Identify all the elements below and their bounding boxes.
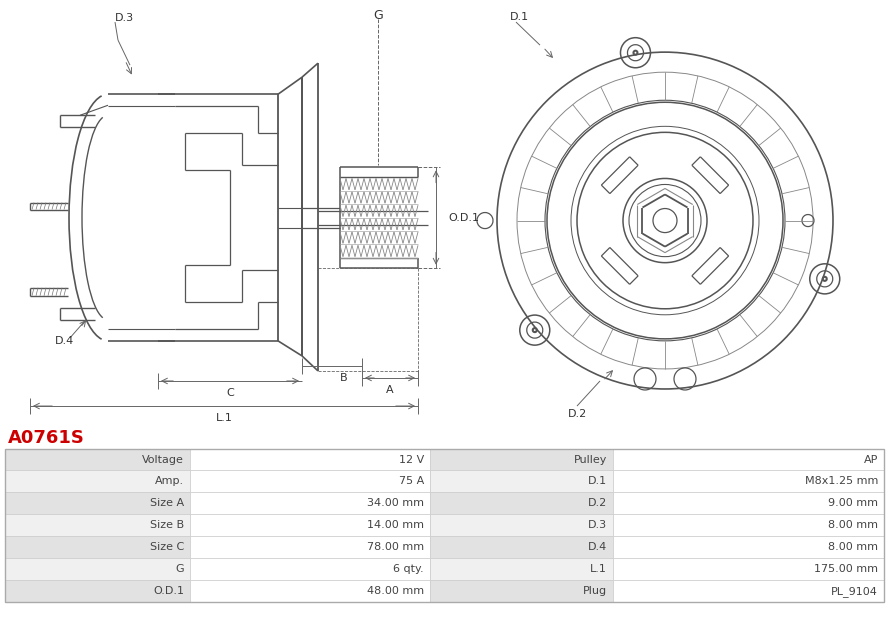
Bar [430,558,613,580]
Text: 9.00 mm: 9.00 mm [828,498,878,508]
Bar [5,558,190,580]
Bar [613,580,884,602]
Text: G: G [175,564,184,574]
Text: L.1: L.1 [590,564,607,574]
Text: D.3: D.3 [588,520,607,530]
Text: A0761S: A0761S [8,429,84,447]
Bar [190,470,430,492]
Text: D.3: D.3 [115,13,134,23]
Text: 48.00 mm: 48.00 mm [367,586,424,596]
Text: M8x1.25 mm: M8x1.25 mm [805,477,878,487]
Text: 14.00 mm: 14.00 mm [367,520,424,530]
Bar [5,449,190,470]
Bar [5,449,884,602]
Bar [190,449,430,470]
Bar [430,449,613,470]
Bar [613,515,884,536]
Text: Size B: Size B [150,520,184,530]
Text: Size C: Size C [149,542,184,552]
Bar [5,470,190,492]
Bar [613,470,884,492]
Text: 175.00 mm: 175.00 mm [814,564,878,574]
Text: G: G [373,9,383,22]
Bar [613,536,884,558]
Bar [190,492,430,515]
Bar [430,492,613,515]
Text: D.2: D.2 [588,498,607,508]
Bar [190,515,430,536]
Bar [5,536,190,558]
Text: O.D.1: O.D.1 [153,586,184,596]
Text: 34.00 mm: 34.00 mm [367,498,424,508]
Text: D.1: D.1 [588,477,607,487]
Text: Plug: Plug [583,586,607,596]
Bar [430,470,613,492]
Text: O.D.1: O.D.1 [448,212,479,222]
Text: 8.00 mm: 8.00 mm [828,520,878,530]
Text: D.4: D.4 [55,336,75,346]
Text: 78.00 mm: 78.00 mm [367,542,424,552]
Bar [430,536,613,558]
Text: D.1: D.1 [510,12,529,22]
Text: B: B [340,373,348,383]
Bar [5,580,190,602]
Bar [5,492,190,515]
Text: AP: AP [863,455,878,465]
Bar [190,558,430,580]
Text: C: C [226,388,234,398]
Text: L.1: L.1 [215,413,232,423]
Bar [613,558,884,580]
Bar [613,449,884,470]
Bar [190,536,430,558]
Bar [5,515,190,536]
Text: 12 V: 12 V [399,455,424,465]
Text: A: A [386,385,394,395]
Text: 75 A: 75 A [399,477,424,487]
Text: Amp.: Amp. [155,477,184,487]
Bar [430,515,613,536]
Bar [430,580,613,602]
Text: D.2: D.2 [568,409,588,419]
Text: PL_9104: PL_9104 [831,586,878,597]
Bar [613,492,884,515]
Text: 6 qty.: 6 qty. [393,564,424,574]
Text: D.4: D.4 [588,542,607,552]
Text: Size A: Size A [150,498,184,508]
Text: 8.00 mm: 8.00 mm [828,542,878,552]
Text: Voltage: Voltage [142,455,184,465]
Bar [190,580,430,602]
Text: Pulley: Pulley [573,455,607,465]
